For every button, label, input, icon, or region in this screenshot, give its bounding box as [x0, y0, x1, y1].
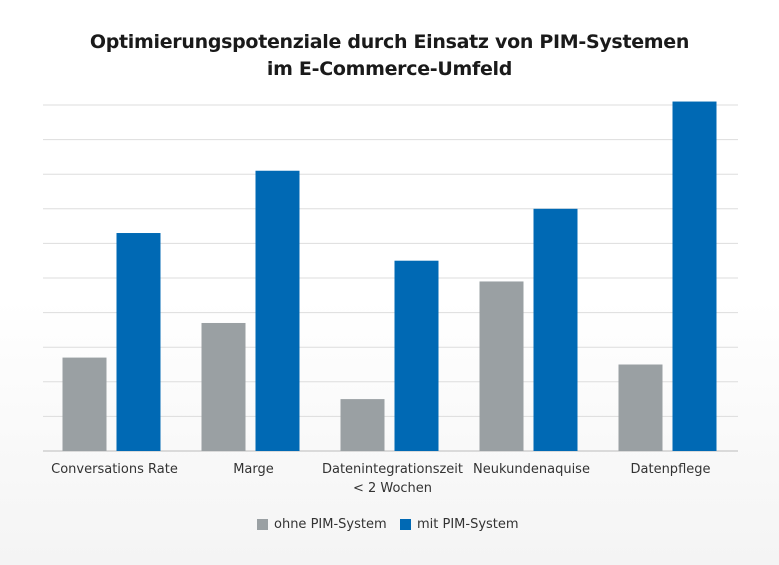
bar-ohne-4 [618, 364, 663, 451]
chart-title-line-1: Optimierungspotenziale durch Einsatz von… [89, 31, 690, 53]
bar-ohne-1 [201, 322, 246, 451]
legend-label: mit PIM-System [417, 517, 519, 532]
bar-ohne-0 [62, 357, 107, 451]
bar-mit-0 [116, 233, 161, 451]
category-label: Conversations Rate [51, 462, 178, 477]
category-label: Neukundenaquise [473, 462, 590, 477]
legend-swatch-blue [400, 519, 411, 530]
legend-label: ohne PIM-System [274, 517, 387, 532]
category-label: Datenintegrationszeit [322, 462, 463, 477]
legend-item-ohne: ohne PIM-System [257, 517, 387, 532]
bar-mit-1 [255, 170, 300, 452]
legend-swatch-gray [257, 519, 268, 530]
category-label: < 2 Wochen [353, 481, 432, 496]
category-label: Marge [233, 462, 274, 477]
legend-item-mit: mit PIM-System [400, 517, 519, 532]
bar-mit-4 [672, 101, 717, 451]
bar-ohne-3 [479, 281, 524, 451]
bar-ohne-2 [340, 399, 385, 451]
chart-title-line-2: im E-Commerce-Umfeld [266, 58, 513, 80]
bar-mit-3 [533, 208, 578, 451]
bar-mit-2 [394, 260, 439, 451]
category-label: Datenpflege [631, 462, 711, 477]
